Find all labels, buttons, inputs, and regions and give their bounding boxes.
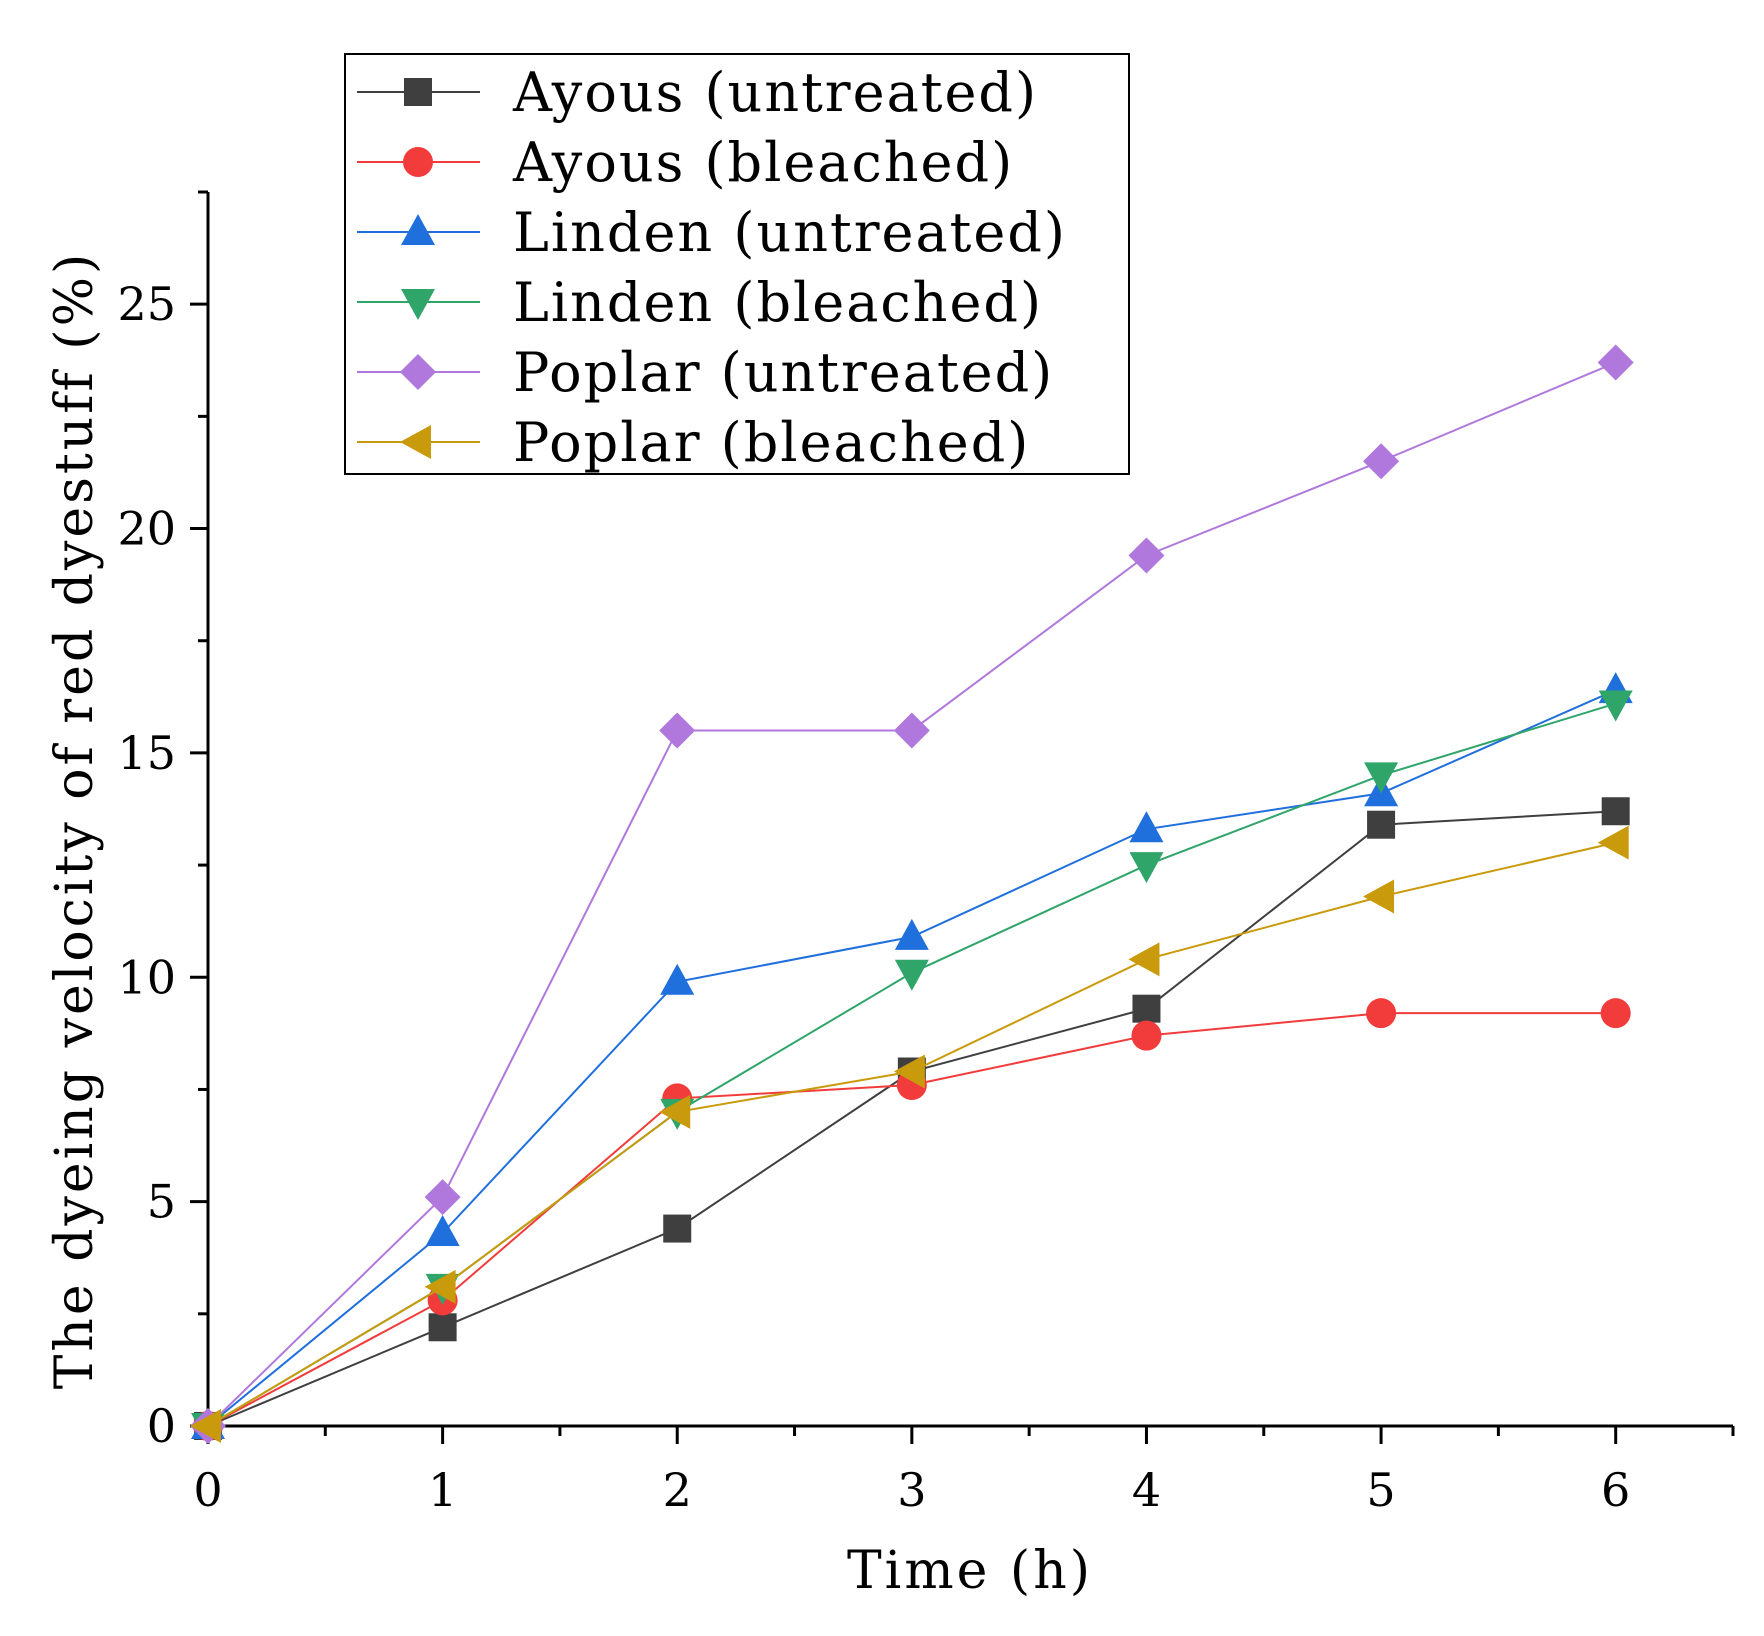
data-point: [190, 1409, 221, 1443]
data-point: [1363, 879, 1395, 914]
y-axis-title: The dyeing velocity of red dyestuff (%): [45, 251, 105, 1390]
x-tick-label: 5: [1366, 1463, 1395, 1517]
data-point: [1363, 443, 1400, 480]
series-5: [190, 825, 1629, 1443]
x-tick-label: 6: [1601, 1463, 1630, 1517]
x-tick-label: 1: [428, 1463, 457, 1517]
data-point: [894, 918, 929, 950]
y-tick-label: 0: [147, 1399, 176, 1453]
series-line: [207, 361, 1617, 1427]
data-point: [1128, 942, 1160, 977]
data-point: [659, 1094, 691, 1129]
y-tick-label: 15: [117, 726, 176, 780]
data-point: [1132, 994, 1161, 1023]
series-2: [191, 672, 1633, 1439]
legend-label: Ayous (bleached): [512, 131, 1014, 194]
y-tick-label: 20: [117, 502, 176, 556]
legend-label: Poplar (untreated): [513, 341, 1054, 404]
data-point: [1131, 1020, 1162, 1051]
data-point: [1129, 811, 1164, 843]
x-axis-title: Time (h): [847, 1541, 1093, 1601]
x-tick-label: 0: [193, 1463, 222, 1517]
series-layer: [190, 344, 1634, 1444]
legend-item: Linden (untreated): [357, 201, 1067, 264]
legend-marker: [401, 214, 435, 245]
data-point: [1601, 797, 1630, 826]
data-point: [893, 1054, 925, 1089]
legend-marker: [400, 354, 436, 390]
legend-label: Linden (untreated): [513, 201, 1067, 264]
data-point: [424, 1179, 461, 1216]
x-tick-label: 4: [1132, 1463, 1161, 1517]
legend-item: Poplar (bleached): [357, 411, 1030, 474]
x-tick-label: 3: [897, 1463, 926, 1517]
data-point: [1364, 762, 1399, 794]
legend-item: Linden (bleached): [357, 271, 1043, 334]
data-point: [425, 1215, 460, 1247]
data-point: [659, 712, 696, 749]
y-tick-label: 10: [117, 950, 176, 1004]
legend-marker: [401, 289, 435, 320]
series-0: [194, 797, 1630, 1440]
x-tick-label: 2: [663, 1463, 692, 1517]
legend-marker: [400, 425, 431, 459]
data-point: [1597, 825, 1629, 860]
data-point: [1128, 537, 1165, 574]
data-point: [1129, 852, 1164, 884]
legend-marker: [404, 78, 432, 106]
data-point: [1600, 998, 1631, 1029]
legend-item: Ayous (untreated): [357, 61, 1038, 124]
series-line: [207, 810, 1616, 1427]
legend-label: Ayous (untreated): [512, 61, 1038, 124]
legend: Ayous (untreated) Ayous (bleached) Linden …: [344, 53, 1130, 475]
data-point: [894, 959, 929, 991]
data-point: [660, 963, 695, 995]
data-point: [1367, 810, 1396, 839]
data-point: [428, 1313, 457, 1342]
legend-item: Ayous (bleached): [357, 131, 1014, 194]
legend-marker: [403, 147, 433, 177]
data-point: [893, 712, 930, 749]
axes: 0 1 2 3 4 5 6 0 5 10 15 20 25: [117, 190, 1735, 1517]
legend-item: Poplar (untreated): [357, 341, 1054, 404]
data-point: [1597, 344, 1634, 381]
legend-box: [344, 53, 1130, 475]
series-4: [190, 344, 1634, 1444]
y-tick-label: 5: [147, 1175, 176, 1229]
data-point: [1366, 998, 1397, 1029]
y-tick-label: 25: [117, 277, 176, 331]
data-point: [424, 1269, 456, 1304]
legend-label: Poplar (bleached): [513, 411, 1030, 474]
data-point: [1598, 690, 1633, 722]
data-point: [663, 1214, 692, 1243]
legend-label: Linden (bleached): [513, 271, 1043, 334]
